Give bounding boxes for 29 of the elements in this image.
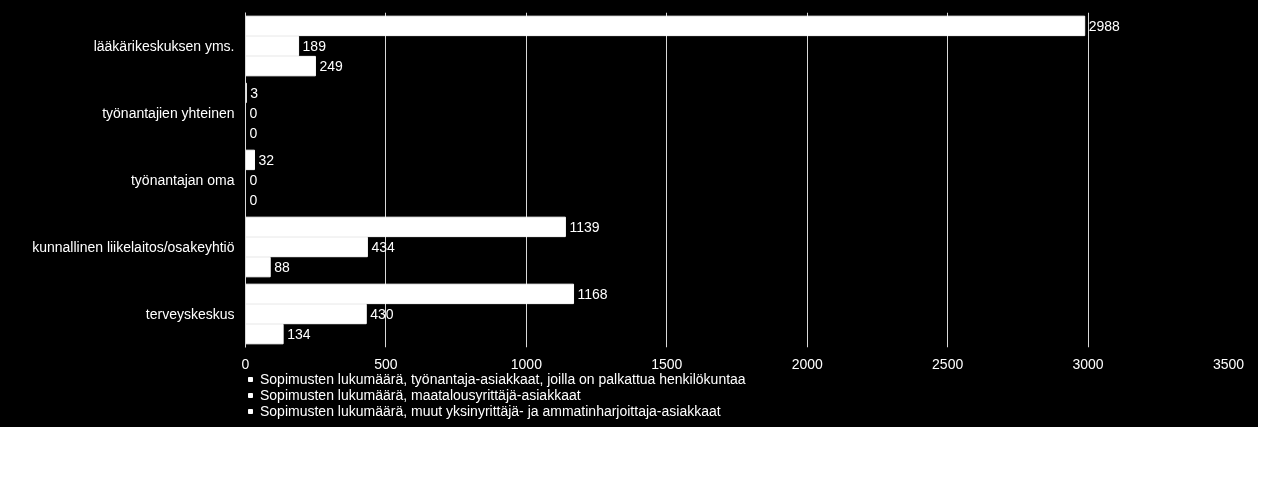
- data-label: 32: [258, 151, 275, 168]
- data-label: 0: [249, 172, 258, 188]
- data-label: 249: [319, 58, 344, 75]
- data-label: 88: [274, 259, 290, 276]
- x-tick-label: 3000: [1072, 355, 1104, 372]
- legend-label: Sopimusten lukumäärä, muut yksinyrittäjä- ja ammatinharjoittaja-asiakkaat: [260, 403, 721, 419]
- y-tick-label: lääkärikeskuksen yms.: [93, 38, 235, 54]
- y-tick-label: terveyskeskus: [145, 306, 235, 322]
- x-tick-label: 1000: [510, 355, 543, 372]
- data-label: 189: [302, 38, 327, 54]
- x-tick-label: 0: [241, 355, 250, 372]
- y-tick-label: työnantajien yhteinen: [102, 105, 235, 121]
- data-label: 3: [250, 84, 259, 101]
- data-label: 134: [287, 326, 311, 343]
- legend-label: Sopimusten lukumäärä, työnantaja-asiakkaat, joilla on palkattua henkilökuntaa: [260, 371, 746, 387]
- data-label: 0: [249, 125, 258, 142]
- x-tick-label: 2000: [791, 355, 823, 372]
- x-tick-label: 1500: [651, 355, 683, 372]
- data-label: 1139: [569, 218, 600, 235]
- data-label: 2988: [1088, 17, 1121, 34]
- data-label: 0: [249, 192, 258, 209]
- x-tick-label: 3500: [1212, 355, 1245, 372]
- data-label: 1168: [577, 285, 608, 302]
- data-label: 0: [249, 105, 258, 121]
- y-tick-label: työnantajan oma: [130, 172, 235, 188]
- x-tick-label: 2500: [932, 355, 964, 372]
- legend-label: Sopimusten lukumäärä, maatalousyrittäjä-asiakkaat: [260, 387, 581, 403]
- y-tick-label: kunnallinen liikelaitos/osakeyhtiö: [32, 239, 235, 255]
- x-tick-label: 500: [374, 355, 398, 372]
